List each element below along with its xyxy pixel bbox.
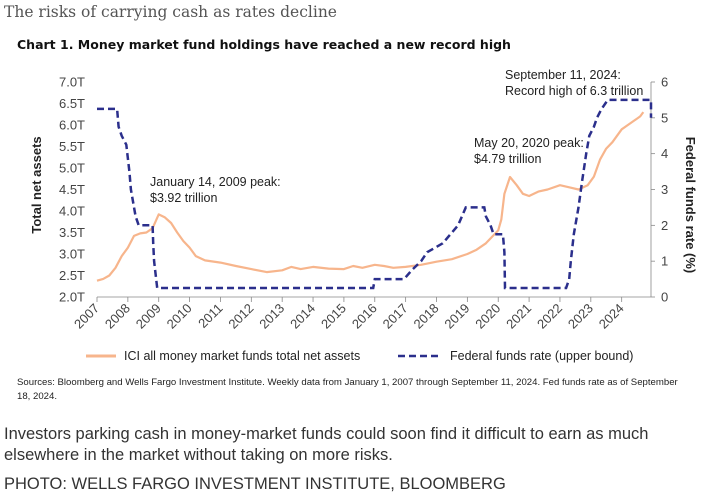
- series-line-fedfunds: [97, 98, 653, 290]
- x-tick-label: 2018: [411, 301, 442, 332]
- x-tick-label: 2012: [225, 301, 256, 332]
- x-tick-label: 2007: [71, 301, 102, 332]
- y-tick-label: 5.0T: [59, 161, 85, 176]
- x-tick-label: 2015: [318, 301, 349, 332]
- y2-tick-label: 2: [661, 218, 668, 233]
- x-tick-label: 2013: [256, 301, 287, 332]
- y-tick-label: 7.0T: [59, 75, 85, 90]
- annotation-text: September 11, 2024:: [505, 68, 621, 82]
- right-axis-ticks: 0 1 2 3 4 5 6: [651, 75, 668, 305]
- y2-tick-label: 3: [661, 182, 668, 197]
- money-market-chart: 2.0T 2.5T 3.0T 3.5T 4.0T 4.5T 5.0T 5.5T 6.0T 6.5T…: [29, 68, 698, 363]
- x-axis-ticks: 2007 2008 2009 2010 2011 2012 2013 2014 2015 2016…: [71, 297, 627, 332]
- x-tick-label: 2019: [441, 301, 472, 332]
- y-tick-label: 4.5T: [59, 182, 85, 197]
- y-tick-label: 2.5T: [59, 268, 85, 283]
- x-tick-label: 2021: [503, 301, 534, 332]
- x-tick-label: 2010: [164, 301, 195, 332]
- y2-tick-label: 1: [661, 254, 668, 269]
- x-tick-label: 2017: [380, 301, 411, 332]
- x-tick-label: 2022: [534, 301, 565, 332]
- y-tick-label: 5.5T: [59, 139, 85, 154]
- x-tick-label: 2011: [195, 301, 225, 331]
- series-line-assets: [96, 111, 645, 282]
- y-tick-label: 2.0T: [59, 290, 85, 305]
- left-axis-ticks: 2.0T 2.5T 3.0T 3.5T 4.0T 4.5T 5.0T 5.5T 6.0T 6.5T…: [59, 75, 85, 305]
- y2-tick-label: 4: [661, 146, 668, 161]
- chart-sources: Sources: Bloomberg and Wells Fargo Inves…: [17, 377, 678, 402]
- x-tick-label: 2014: [287, 301, 318, 332]
- x-tick-label: 2023: [565, 301, 596, 332]
- x-tick-label: 2009: [133, 301, 164, 332]
- chart-title: Chart 1. Money market fund holdings have…: [17, 37, 511, 52]
- y2-tick-label: 5: [661, 110, 668, 125]
- right-axis-title: Federal funds rate (%): [683, 137, 698, 274]
- x-tick-label: 2016: [349, 301, 380, 332]
- y-tick-label: 4.0T: [59, 204, 85, 219]
- article-caption: Investors parking cash in money-market f…: [4, 425, 649, 464]
- y-tick-label: 3.0T: [59, 247, 85, 262]
- annotation-text: May 20, 2020 peak:: [474, 136, 584, 150]
- y2-tick-label: 0: [661, 290, 668, 305]
- x-tick-label: 2008: [102, 301, 133, 332]
- x-tick-label: 2020: [472, 301, 503, 332]
- annotations: January 14, 2009 peak: $3.92 trillion May …: [150, 68, 643, 205]
- y-tick-label: 6.0T: [59, 118, 85, 133]
- legend: ICI all money market funds total net ass…: [86, 349, 633, 363]
- y-tick-label: 6.5T: [59, 96, 85, 111]
- annotation-text: $3.92 trillion: [150, 191, 217, 205]
- annotation-text: January 14, 2009 peak:: [150, 175, 281, 189]
- y2-tick-label: 6: [661, 75, 668, 90]
- annotation-text: Record high of 6.3 trillion: [505, 84, 643, 98]
- article-heading: The risks of carrying cash as rates decl…: [4, 3, 337, 21]
- legend-label-assets: ICI all money market funds total net ass…: [124, 349, 360, 363]
- annotation-text: $4.79 trillion: [474, 152, 541, 166]
- left-axis-title: Total net assets: [29, 136, 44, 233]
- photo-credit: PHOTO: WELLS FARGO INVESTMENT INSTITUTE,…: [4, 475, 506, 493]
- y-tick-label: 3.5T: [59, 225, 85, 240]
- x-tick-label: 2024: [596, 301, 627, 332]
- series-layer: [96, 98, 653, 290]
- legend-label-fedfunds: Federal funds rate (upper bound): [450, 349, 633, 363]
